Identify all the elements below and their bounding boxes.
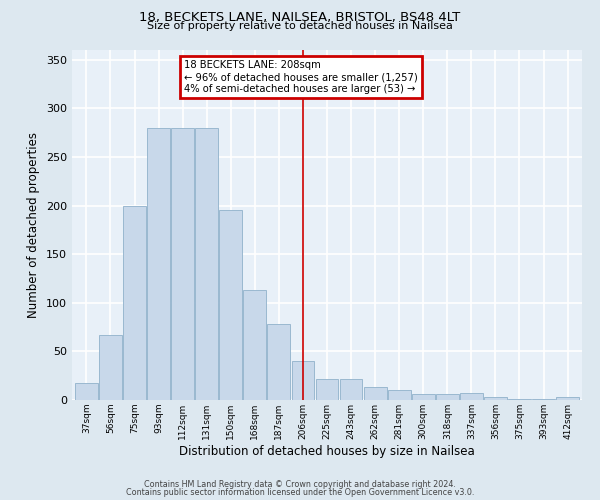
Text: 18, BECKETS LANE, NAILSEA, BRISTOL, BS48 4LT: 18, BECKETS LANE, NAILSEA, BRISTOL, BS48… (139, 11, 461, 24)
Bar (412, 394, 434, 400)
Bar (195, 128, 218, 400)
Bar (508, 399, 531, 400)
X-axis label: Distribution of detached houses by size in Nailsea: Distribution of detached houses by size … (179, 444, 475, 458)
Bar (268, 324, 290, 400)
Text: Contains HM Land Registry data © Crown copyright and database right 2024.: Contains HM Land Registry data © Crown c… (144, 480, 456, 489)
Bar (123, 206, 146, 400)
Bar (436, 394, 459, 400)
Bar (75, 382, 98, 400)
Bar (388, 390, 410, 400)
Bar (292, 361, 314, 400)
Bar (220, 210, 242, 400)
Text: Contains public sector information licensed under the Open Government Licence v3: Contains public sector information licen… (126, 488, 474, 497)
Y-axis label: Number of detached properties: Number of detached properties (28, 132, 40, 318)
Text: Size of property relative to detached houses in Nailsea: Size of property relative to detached ho… (147, 21, 453, 31)
Text: 18 BECKETS LANE: 208sqm
← 96% of detached houses are smaller (1,257)
4% of semi-: 18 BECKETS LANE: 208sqm ← 96% of detache… (184, 60, 418, 94)
Bar (244, 290, 266, 400)
Bar (171, 128, 194, 400)
Bar (340, 378, 362, 400)
Bar (147, 128, 170, 400)
Bar (460, 393, 483, 400)
Bar (484, 397, 507, 400)
Bar (556, 397, 579, 400)
Bar (364, 388, 386, 400)
Bar (532, 399, 555, 400)
Bar (316, 378, 338, 400)
Bar (99, 335, 122, 400)
